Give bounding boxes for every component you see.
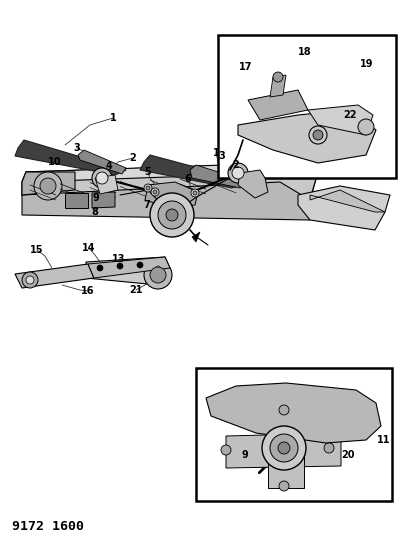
Polygon shape — [268, 410, 304, 488]
Circle shape — [166, 209, 178, 221]
Polygon shape — [238, 110, 376, 163]
Polygon shape — [308, 105, 373, 135]
Polygon shape — [88, 257, 170, 278]
Text: 9172 1600: 9172 1600 — [12, 520, 84, 532]
Circle shape — [232, 167, 244, 179]
Text: 9: 9 — [241, 450, 248, 460]
Text: 5: 5 — [145, 167, 151, 177]
Circle shape — [118, 264, 122, 268]
Circle shape — [151, 188, 159, 196]
Circle shape — [158, 201, 186, 229]
Text: 19: 19 — [360, 59, 374, 69]
Circle shape — [40, 178, 56, 194]
Polygon shape — [65, 193, 88, 208]
Circle shape — [193, 191, 197, 195]
Circle shape — [358, 119, 374, 135]
Text: 15: 15 — [30, 245, 44, 255]
Polygon shape — [310, 190, 385, 212]
Polygon shape — [140, 155, 244, 188]
Circle shape — [279, 405, 289, 415]
Text: 20: 20 — [341, 450, 355, 460]
Text: 1: 1 — [213, 148, 219, 158]
Text: 3: 3 — [74, 143, 80, 153]
Text: 2: 2 — [233, 160, 239, 170]
Polygon shape — [15, 264, 94, 288]
Text: 11: 11 — [377, 435, 391, 445]
Polygon shape — [15, 140, 126, 175]
Text: 17: 17 — [239, 62, 253, 72]
Text: 21: 21 — [129, 285, 143, 295]
Text: 8: 8 — [91, 207, 98, 217]
Circle shape — [34, 172, 62, 200]
Polygon shape — [226, 433, 341, 468]
Circle shape — [228, 163, 248, 183]
Polygon shape — [22, 182, 310, 220]
Polygon shape — [26, 163, 310, 182]
Circle shape — [150, 267, 166, 283]
Circle shape — [270, 434, 298, 462]
Circle shape — [153, 190, 157, 194]
Text: 13: 13 — [112, 254, 126, 264]
Polygon shape — [22, 172, 75, 195]
Bar — [196, 368, 392, 501]
Polygon shape — [78, 150, 126, 174]
Circle shape — [279, 481, 289, 491]
Polygon shape — [238, 170, 268, 198]
Polygon shape — [190, 165, 244, 188]
Polygon shape — [145, 182, 198, 208]
Circle shape — [138, 263, 142, 267]
Text: 10: 10 — [48, 157, 62, 167]
Circle shape — [98, 266, 102, 270]
Circle shape — [146, 186, 150, 190]
Circle shape — [278, 442, 290, 454]
Polygon shape — [92, 192, 115, 208]
Polygon shape — [192, 232, 200, 242]
Polygon shape — [298, 186, 390, 230]
Circle shape — [117, 263, 123, 269]
Circle shape — [136, 261, 144, 269]
Circle shape — [313, 130, 323, 140]
Circle shape — [191, 189, 199, 197]
Bar — [218, 35, 396, 178]
Circle shape — [22, 272, 38, 288]
Circle shape — [137, 262, 143, 268]
Text: 16: 16 — [81, 286, 95, 296]
Text: 1: 1 — [110, 113, 116, 123]
Polygon shape — [270, 75, 286, 97]
Circle shape — [262, 426, 306, 470]
Text: 22: 22 — [343, 110, 357, 120]
Circle shape — [221, 445, 231, 455]
Text: 7: 7 — [144, 200, 150, 210]
Circle shape — [26, 276, 34, 284]
Circle shape — [309, 126, 327, 144]
Text: 6: 6 — [185, 174, 192, 184]
Circle shape — [144, 184, 152, 192]
Text: 4: 4 — [105, 161, 112, 171]
Circle shape — [96, 172, 108, 184]
Text: 9: 9 — [93, 193, 99, 203]
Circle shape — [150, 193, 194, 237]
Polygon shape — [206, 383, 381, 443]
Circle shape — [96, 264, 104, 272]
Circle shape — [273, 72, 283, 82]
Text: 3: 3 — [219, 151, 225, 161]
Polygon shape — [95, 175, 118, 194]
Text: 14: 14 — [82, 243, 96, 253]
Circle shape — [324, 443, 334, 453]
Polygon shape — [22, 163, 318, 210]
Text: 2: 2 — [130, 153, 136, 163]
Polygon shape — [248, 90, 308, 120]
Circle shape — [156, 266, 160, 270]
Text: 18: 18 — [298, 47, 312, 57]
Circle shape — [154, 264, 162, 272]
Circle shape — [92, 168, 112, 188]
Circle shape — [97, 265, 103, 271]
Circle shape — [116, 262, 124, 270]
Circle shape — [144, 261, 172, 289]
Polygon shape — [86, 257, 170, 285]
